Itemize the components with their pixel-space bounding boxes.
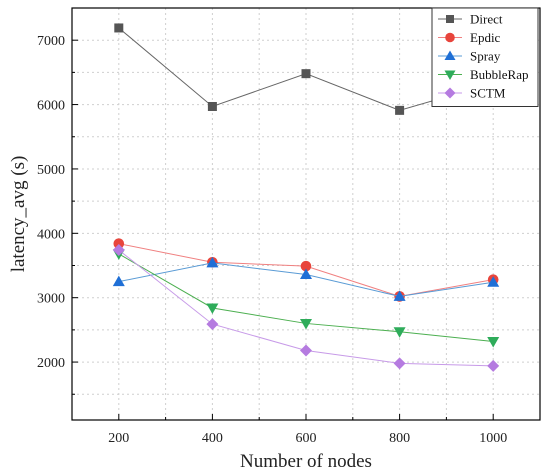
data-point xyxy=(300,344,312,357)
legend-item: Spray xyxy=(438,49,501,64)
data-point xyxy=(393,327,406,338)
data-point xyxy=(112,244,125,257)
legend-item: Direct xyxy=(438,12,503,27)
y-tick-label: 6000 xyxy=(37,99,65,114)
x-axis-title: Number of nodes xyxy=(240,451,372,472)
data-point xyxy=(301,69,311,79)
legend-marker xyxy=(444,87,456,99)
data-point xyxy=(300,260,312,272)
x-tick-label: 1000 xyxy=(479,431,507,446)
legend-marker xyxy=(446,15,454,23)
x-tick-label: 800 xyxy=(389,431,410,446)
y-tick-label: 2000 xyxy=(37,356,65,371)
legend-marker xyxy=(444,70,456,80)
data-point xyxy=(206,318,219,331)
legend-label: Direct xyxy=(470,12,503,27)
legend-marker xyxy=(445,32,455,43)
data-point xyxy=(207,101,217,111)
data-point xyxy=(114,23,124,33)
ticks-layer: 200 400 600 800 1000 2000 3000 4000 5000 6000 7000 xyxy=(37,34,507,446)
x-tick-label: 600 xyxy=(296,431,317,446)
legend-label: Spray xyxy=(470,49,501,64)
series-sctm xyxy=(112,244,500,372)
legend-marker xyxy=(444,50,456,60)
series-layer xyxy=(112,23,500,372)
series-bubblerap xyxy=(112,249,500,348)
data-point xyxy=(300,318,312,330)
legend-label: SCTM xyxy=(470,86,506,101)
data-point xyxy=(487,336,500,348)
data-point xyxy=(393,357,406,370)
data-point xyxy=(487,359,500,372)
data-point xyxy=(113,238,125,249)
legend: Direct Epdic Spray BubbleRap SCTM xyxy=(431,7,539,107)
legend-label: Epdic xyxy=(470,30,501,45)
y-axis-title: latency_avg (s) xyxy=(8,156,29,273)
legend-item: SCTM xyxy=(438,86,506,101)
legend-item: BubbleRap xyxy=(438,67,529,82)
legend-label: BubbleRap xyxy=(470,67,529,82)
y-tick-label: 5000 xyxy=(37,163,65,178)
legend-item: Epdic xyxy=(438,30,501,45)
data-point xyxy=(206,303,219,314)
data-point xyxy=(300,268,312,280)
y-tick-label: 3000 xyxy=(37,292,65,307)
y-tick-label: 4000 xyxy=(37,227,65,242)
x-tick-label: 400 xyxy=(202,431,223,446)
data-point xyxy=(206,256,219,268)
data-point xyxy=(112,275,125,287)
x-tick-label: 200 xyxy=(108,431,129,446)
series-spray xyxy=(112,256,500,301)
data-point xyxy=(487,276,500,287)
data-point xyxy=(395,105,405,115)
y-tick-label: 7000 xyxy=(37,34,65,49)
data-point xyxy=(393,290,406,301)
